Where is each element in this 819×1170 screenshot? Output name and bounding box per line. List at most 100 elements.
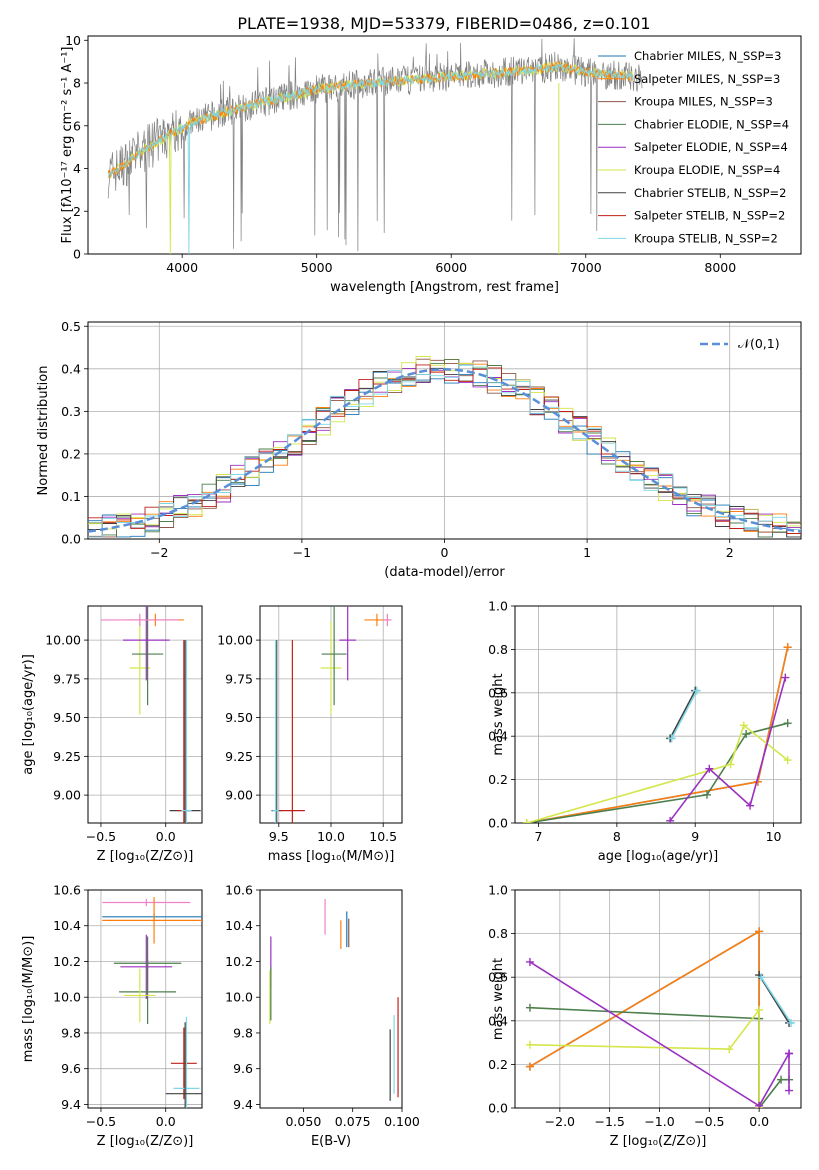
weight-point-marker bbox=[785, 1049, 794, 1058]
residuals-panel: −2 −1 0 1 2 0.0 0.1 0.2 0.3 0.4 0.5 (data-model)/er… bbox=[36, 319, 802, 580]
weight-series-line bbox=[526, 724, 789, 823]
x-tick-label: 9.5 bbox=[269, 829, 289, 844]
age-vs-metallicity-panel: −0.5 0.0 9.00 9.25 9.50 9.75 10.00 Z [log₁₀(Z/Z… bbox=[21, 605, 203, 864]
y-tick-label: 1.0 bbox=[488, 599, 508, 614]
y-tick-label: 0.2 bbox=[488, 1057, 508, 1072]
x-tick-label: 0.0 bbox=[749, 1114, 769, 1129]
model-spectrum-line bbox=[107, 61, 634, 254]
y-tick-label: 9.00 bbox=[225, 788, 253, 803]
weight-point-marker bbox=[667, 734, 676, 743]
plot-area bbox=[269, 898, 399, 1101]
y-tick-label: 4 bbox=[73, 161, 81, 176]
x-tick-label: 4000 bbox=[166, 260, 198, 275]
x-tick-label: 0.0 bbox=[156, 1114, 176, 1129]
weight-vs-age-panel: 7 8 9 10 0.0 0.2 0.4 0.6 0.8 1.0 age [log₁₀(age/yr… bbox=[488, 599, 802, 864]
x-tick-label: 0.050 bbox=[285, 1114, 321, 1129]
y-tick-label: 9.6 bbox=[61, 1061, 81, 1076]
y-tick-label: 9.4 bbox=[233, 1097, 253, 1112]
weight-point-marker bbox=[739, 721, 748, 730]
weight-point-marker bbox=[783, 719, 792, 728]
weight-series-line bbox=[760, 976, 792, 1024]
weight-point-marker bbox=[757, 973, 766, 982]
y-tick-label: 0.1 bbox=[61, 489, 81, 504]
x-tick-label: 9 bbox=[691, 829, 699, 844]
weight-series-line bbox=[526, 722, 788, 823]
y-tick-label: 0.5 bbox=[61, 319, 81, 334]
y-tick-label: 8 bbox=[73, 76, 81, 91]
spectrum-panel: 4000 5000 6000 7000 8000 0 2 4 6 8 10 wavelength [A… bbox=[60, 33, 802, 295]
weight-point-marker bbox=[755, 1005, 764, 1014]
weight-series-line bbox=[669, 690, 696, 739]
x-tick-label: −2 bbox=[150, 545, 168, 560]
legend-entry: Salpeter ELODIE, N_SSP=4 bbox=[634, 140, 788, 154]
y-tick-label: 9.50 bbox=[225, 710, 253, 725]
model-spectrum-line bbox=[107, 63, 634, 254]
plot-area bbox=[525, 927, 796, 1108]
weight-series-line bbox=[670, 690, 698, 739]
figure-title: PLATE=1938, MJD=53379, FIBERID=0486, z=0… bbox=[237, 14, 650, 33]
x-tick-label: 0 bbox=[441, 545, 449, 560]
x-tick-label: −1 bbox=[293, 545, 311, 560]
weight-point-marker bbox=[705, 764, 714, 773]
mass-vs-metallicity-panel: −0.5 0.0 9.4 9.6 9.8 10.0 10.2 10.4 10.6 Z [log₁₀… bbox=[21, 883, 203, 1149]
x-tick-label: −0.5 bbox=[86, 1114, 116, 1129]
weight-point-marker bbox=[726, 760, 735, 769]
legend-entry: Salpeter STELIB, N_SSP=2 bbox=[634, 209, 785, 223]
y-axis-label: Flux [fλ10⁻¹⁷ erg cm⁻² s⁻¹ A⁻¹] bbox=[60, 47, 75, 244]
plot-frame bbox=[87, 35, 802, 255]
plot-area bbox=[102, 897, 202, 1108]
weight-vs-metallicity-panel: −2.0 −1.5 −1.0 −0.5 0.0 0.0 0.2 0.4 0.6 0.8 1.0 Z [… bbox=[488, 883, 802, 1149]
x-tick-label: 0.075 bbox=[335, 1114, 371, 1129]
y-tick-label: 9.50 bbox=[53, 710, 81, 725]
y-tick-label: 0.6 bbox=[488, 685, 508, 700]
y-tick-label: 0.0 bbox=[488, 816, 508, 831]
weight-point-marker bbox=[783, 756, 792, 765]
legend-entry: Kroupa MILES, N_SSP=3 bbox=[634, 95, 773, 109]
data-spectrum-line bbox=[107, 38, 643, 252]
plot-area bbox=[107, 38, 643, 254]
x-tick-label: 2 bbox=[726, 545, 734, 560]
x-tick-label: 7 bbox=[535, 829, 543, 844]
weight-series-line bbox=[526, 647, 789, 823]
weight-point-marker bbox=[725, 1045, 734, 1054]
plot-area bbox=[88, 356, 801, 538]
weight-series-line bbox=[526, 647, 789, 823]
weight-point-marker bbox=[787, 1018, 796, 1027]
weight-point-marker bbox=[525, 1003, 534, 1012]
plot-frame bbox=[514, 889, 802, 1109]
legend-entry: Salpeter MILES, N_SSP=3 bbox=[634, 72, 780, 86]
plot-frame bbox=[259, 889, 403, 1109]
x-tick-label: 8 bbox=[613, 829, 621, 844]
x-tick-label: 10.5 bbox=[369, 829, 397, 844]
x-tick-label: 10.0 bbox=[317, 829, 345, 844]
weight-series-line bbox=[529, 929, 760, 1108]
y-tick-label: 9.4 bbox=[61, 1097, 81, 1112]
y-tick-label: 6 bbox=[73, 118, 81, 133]
x-tick-label: 0.0 bbox=[156, 829, 176, 844]
age-vs-mass-panel: 9.5 10.0 10.5 9.00 9.25 9.50 9.75 10.00 mass [lo… bbox=[217, 605, 403, 864]
legend-entry: Chabrier ELODIE, N_SSP=4 bbox=[634, 117, 789, 131]
y-tick-label: 9.75 bbox=[225, 671, 253, 686]
weight-point-marker bbox=[522, 819, 531, 823]
legend-entry: Kroupa STELIB, N_SSP=2 bbox=[634, 231, 778, 245]
weight-point-marker bbox=[525, 957, 534, 966]
plot-frame bbox=[87, 321, 802, 540]
legend-entry: 𝒩(0,1) bbox=[738, 336, 780, 351]
x-tick-label: −1.5 bbox=[594, 1114, 624, 1129]
y-tick-label: 0.3 bbox=[61, 404, 81, 419]
y-axis-label: Normed distribution bbox=[36, 366, 51, 496]
weight-point-marker bbox=[783, 643, 792, 652]
x-axis-label: (data-model)/error bbox=[384, 565, 505, 580]
plot-frame bbox=[87, 605, 203, 824]
y-tick-label: 9.25 bbox=[225, 749, 253, 764]
x-tick-label: 0.100 bbox=[384, 1114, 420, 1129]
y-tick-label: 9.00 bbox=[53, 788, 81, 803]
y-tick-label: 10.6 bbox=[53, 883, 81, 898]
weight-point-marker bbox=[785, 1086, 794, 1095]
plot-area bbox=[522, 643, 792, 823]
y-tick-label: 0.8 bbox=[488, 926, 508, 941]
weight-point-marker bbox=[755, 927, 764, 936]
y-tick-label: 0.0 bbox=[61, 532, 81, 547]
y-tick-label: 2 bbox=[73, 204, 81, 219]
x-tick-label: −1.0 bbox=[644, 1114, 674, 1129]
